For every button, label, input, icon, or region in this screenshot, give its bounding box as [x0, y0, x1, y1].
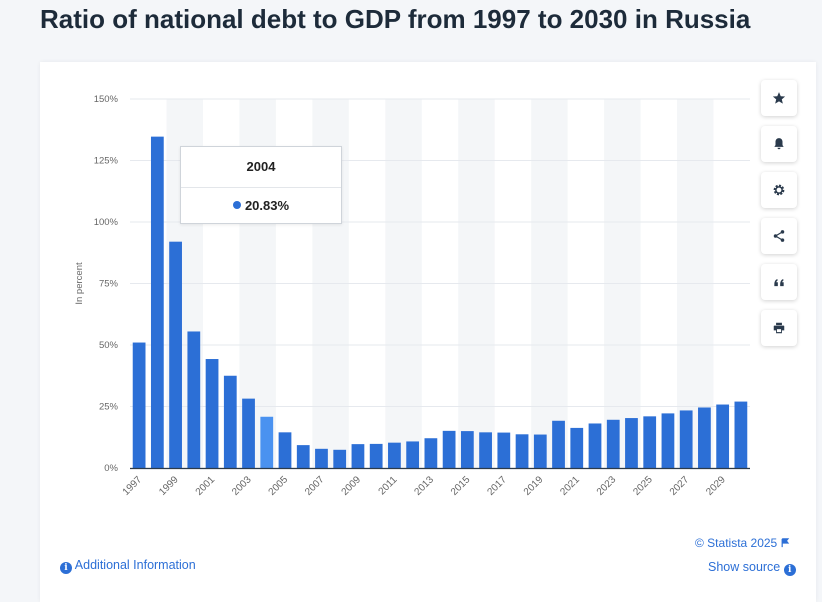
tooltip-value: 20.83% [244, 198, 290, 213]
x-tick-label: 2005 [267, 474, 291, 498]
bar-1999[interactable] [169, 241, 182, 468]
chart-card: 0% 25% 50% 75% 100% 125% 150% 1997 1999 2001 2003… [40, 62, 816, 602]
x-tick-label: 2017 [485, 474, 509, 498]
bell-icon [774, 138, 784, 150]
bar-2012[interactable] [406, 441, 420, 468]
tooltip: 2004 20.83% [180, 146, 342, 224]
gear-icon [773, 184, 785, 196]
x-tick-label: 1997 [121, 474, 145, 498]
bar-2005[interactable] [278, 432, 292, 468]
y-tick-label: 150% [94, 94, 119, 105]
settings-button[interactable] [761, 172, 797, 208]
bar-2014[interactable] [442, 430, 456, 468]
bar-2027[interactable] [679, 410, 693, 468]
bar-2004[interactable] [260, 416, 274, 468]
bars [132, 136, 748, 468]
copyright-link[interactable]: © Statista 2025 [695, 536, 790, 550]
x-tick-label: 2015 [449, 474, 473, 498]
bar-2028[interactable] [698, 407, 711, 468]
y-tick-labels: 0% 25% 50% 75% 100% 125% 150% [94, 94, 119, 474]
bar-chart: 0% 25% 50% 75% 100% 125% 150% 1997 1999 2001 2003… [74, 94, 750, 498]
bar-2018[interactable] [515, 434, 529, 468]
notification-button[interactable] [761, 126, 797, 162]
bar-2001[interactable] [205, 359, 219, 468]
x-tick-label: 2025 [631, 474, 655, 498]
bar-2025[interactable] [643, 416, 657, 468]
bar-2020[interactable] [552, 420, 565, 468]
bar-2002[interactable] [223, 375, 237, 468]
bar-2023[interactable] [606, 419, 620, 468]
y-tick-label: 50% [99, 340, 119, 351]
tooltip-series-dot [232, 201, 241, 209]
show-source-link[interactable]: Show source i [708, 560, 796, 576]
bar-1997[interactable] [132, 342, 146, 468]
tooltip-value-row: 20.83% [181, 188, 341, 224]
bar-2006[interactable] [296, 445, 310, 468]
flag-icon [781, 538, 789, 548]
quote-icon [774, 279, 784, 287]
share-icon [773, 230, 785, 242]
info-icon: i [783, 564, 796, 576]
bar-2016[interactable] [479, 432, 492, 468]
bar-2017[interactable] [497, 432, 511, 468]
x-tick-label: 2013 [412, 474, 436, 498]
y-axis-label: In percent [74, 262, 85, 305]
bar-2003[interactable] [242, 398, 255, 468]
additional-information-link[interactable]: i Additional Information [60, 558, 196, 574]
bar-1998[interactable] [150, 136, 164, 468]
x-tick-label: 2003 [230, 474, 254, 498]
bar-2007[interactable] [315, 448, 328, 468]
show-source-label: Show source [708, 560, 781, 574]
bar-2011[interactable] [388, 442, 401, 468]
y-tick-label: 0% [104, 463, 118, 474]
cite-button[interactable] [761, 264, 797, 300]
print-button[interactable] [761, 310, 797, 346]
bar-2029[interactable] [716, 404, 730, 468]
additional-information-label: Additional Information [74, 558, 196, 572]
x-tick-label: 2001 [194, 474, 218, 498]
x-tick-labels: 1997 1999 2001 2003 2005 2007 2009 2011 2013 2015… [121, 474, 728, 498]
bar-2024[interactable] [625, 418, 638, 468]
y-tick-label: 100% [94, 217, 119, 228]
x-tick-label: 1999 [157, 474, 181, 498]
bar-2030[interactable] [734, 401, 748, 468]
info-icon: i [60, 562, 72, 574]
x-tick-label: 2007 [303, 474, 327, 498]
bar-2026[interactable] [661, 413, 675, 468]
x-tick-label: 2019 [522, 474, 546, 498]
bar-2013[interactable] [424, 438, 438, 468]
page-title: Ratio of national debt to GDP from 1997 … [40, 4, 751, 34]
bar-2009[interactable] [351, 444, 365, 468]
tooltip-category: 2004 [181, 147, 341, 188]
bar-2010[interactable] [369, 443, 383, 468]
favorite-button[interactable] [761, 80, 797, 116]
share-button[interactable] [761, 218, 797, 254]
bar-2000[interactable] [187, 331, 201, 468]
y-tick-label: 125% [94, 156, 119, 167]
x-tick-label: 2029 [704, 474, 728, 498]
bar-2015[interactable] [460, 431, 474, 468]
y-tick-label: 75% [99, 279, 119, 290]
bar-2022[interactable] [588, 423, 602, 468]
x-tick-label: 2011 [377, 474, 400, 497]
print-icon [773, 322, 785, 334]
star-icon [772, 92, 786, 104]
bar-2019[interactable] [533, 434, 547, 468]
x-tick-label: 2021 [558, 474, 582, 498]
y-tick-label: 25% [99, 402, 119, 413]
x-tick-label: 2009 [340, 474, 364, 498]
x-tick-label: 2027 [668, 474, 692, 498]
bar-2008[interactable] [333, 449, 347, 468]
bar-2021[interactable] [570, 427, 584, 468]
copyright-label: © Statista 2025 [695, 536, 778, 550]
x-tick-label: 2023 [595, 474, 619, 498]
